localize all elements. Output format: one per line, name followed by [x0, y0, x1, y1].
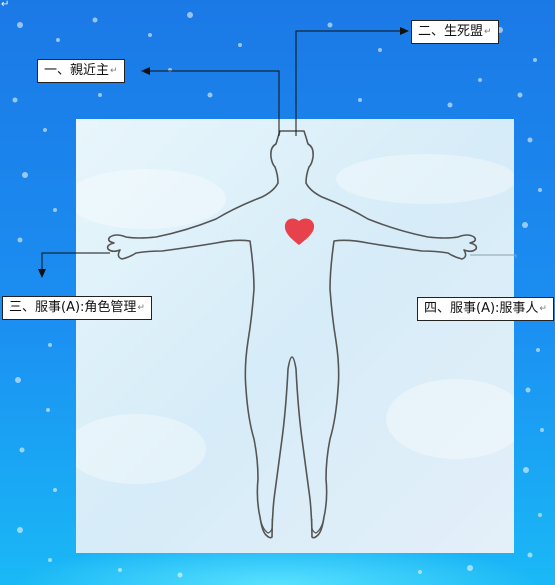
label-service-role-management: 三、服事(A):角色管理↵: [2, 296, 152, 320]
figure-panel: [76, 119, 514, 553]
label-life-death-covenant: 二、生死盟↵: [411, 20, 499, 44]
label-draw-near-lord: 一、親近主↵: [37, 59, 125, 83]
paragraph-mark: ↵: [137, 303, 145, 313]
label-service-serving-people: 四、服事(A):服事人↵: [417, 297, 554, 321]
label-text: 二、生死盟: [418, 24, 484, 39]
label-text: 四、服事(A):服事人: [424, 301, 539, 316]
paragraph-mark: ↵: [539, 304, 547, 314]
label-text: 三、服事(A):角色管理: [9, 300, 137, 315]
corner-paragraph-mark: ↵: [1, 0, 10, 10]
human-outline-icon: [76, 119, 514, 553]
paragraph-mark: ↵: [484, 27, 492, 37]
label-text: 一、親近主: [44, 63, 110, 78]
paragraph-mark: ↵: [110, 66, 118, 76]
